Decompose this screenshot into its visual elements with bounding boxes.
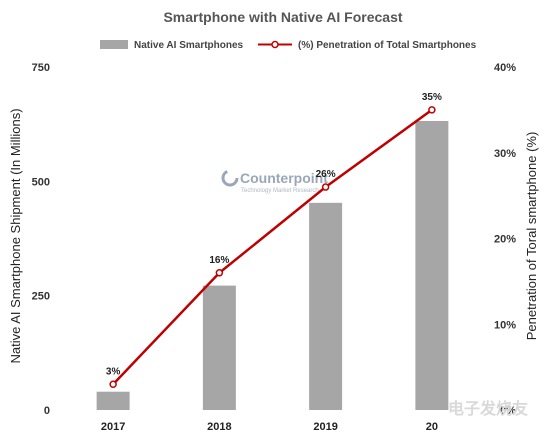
bar-2018 [202,285,236,410]
legend-swatch-bars [100,40,128,49]
watermark-logo-icon [221,169,239,187]
corner-watermark: 电子发烧友 [448,399,529,418]
watermark-tagline: Technology Market Research [241,188,319,194]
penetration-point-2017 [109,380,117,389]
legend: Native AI Smartphones (%) Penetration of… [100,40,477,51]
penetration-data-label: 16% [209,255,229,266]
y-axis-right-label: Penetration of Toral smartphone (%) [524,132,539,341]
bar-2019 [309,202,343,410]
bar-2017 [96,391,130,410]
legend-label-bars: Native AI Smartphones [134,40,244,51]
x-tick-label: 2017 [101,421,125,433]
legend-label-line: (%) Penetration of Total Smartphones [298,40,477,51]
y-right-tick-label: 0% [500,405,516,417]
watermark-brand: Counterpoint [240,170,328,186]
y-left-tick-label: 500 [32,176,50,188]
y-left-tick-label: 0 [44,405,50,417]
penetration-data-label: 26% [316,169,336,180]
y-axis-left-label: Native AI Smartphone Shipment (In Millio… [8,108,23,363]
bar-20 [415,120,449,410]
x-tick-label: 20 [426,421,438,433]
penetration-line [112,108,433,386]
y-right-tick-label: 30% [494,148,516,160]
y-right-tick-label: 10% [494,319,516,331]
chart-title: Smartphone with Native AI Forecast [163,9,402,25]
y-left-tick-label: 250 [32,291,50,303]
penetration-data-label: 35% [422,92,442,103]
watermark: Counterpoint Technology Market Research [221,169,328,194]
y-right-tick-label: 40% [494,62,516,74]
y-right-tick-label: 20% [494,234,516,246]
penetration-point-20 [428,106,436,114]
x-tick-label: 2018 [207,421,231,433]
penetration-data-label: 3% [106,366,121,377]
legend-swatch-marker [271,40,279,49]
y-left-tick-label: 750 [32,62,50,74]
x-tick-label: 2019 [313,421,337,433]
penetration-point-2019 [321,183,330,191]
penetration-point-2018 [215,269,224,277]
